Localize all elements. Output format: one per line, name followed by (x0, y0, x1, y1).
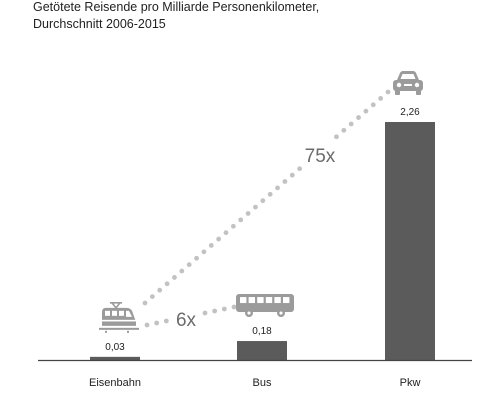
bar-eisenbahn (90, 356, 140, 360)
connector-eisenbahn-bus (144, 304, 237, 328)
bus-icon (236, 294, 294, 318)
bar-pkw (385, 122, 435, 360)
car-icon (393, 71, 423, 95)
connector-eisenbahn-pkw (142, 89, 391, 306)
x-tick-label-bus: Bus (253, 377, 272, 389)
chart-title-line-2: Durchschnitt 2006-2015 (33, 17, 166, 31)
value-label-bus: 0,18 (252, 326, 272, 337)
bar-bus (237, 341, 287, 360)
label-layer: 0,03 Eisenbahn 0,18 Bus 2,26 Pkw 6x 75x (89, 107, 420, 389)
bar-layer (90, 122, 435, 360)
ratio-label-bus: 6x (176, 310, 197, 331)
icon-layer (99, 71, 423, 333)
ratio-label-pkw: 75x (305, 146, 336, 167)
connector-layer (142, 89, 391, 328)
value-label-pkw: 2,26 (400, 107, 420, 118)
train-icon (99, 302, 139, 333)
x-tick-label-eisenbahn: Eisenbahn (89, 377, 141, 389)
x-tick-label-pkw: Pkw (400, 377, 421, 389)
value-label-eisenbahn: 0,03 (105, 342, 125, 353)
chart-title-line-1: Getötete Reisende pro Milliarde Personen… (33, 0, 319, 14)
